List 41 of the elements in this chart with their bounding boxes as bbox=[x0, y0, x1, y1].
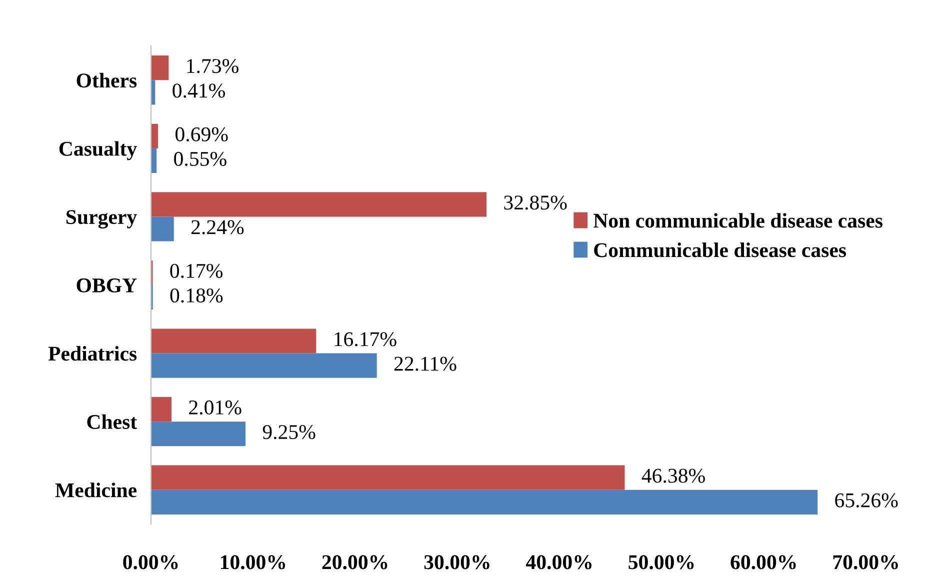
bar bbox=[151, 422, 246, 446]
bar bbox=[151, 328, 316, 354]
y-tick-label: Others bbox=[76, 72, 137, 88]
y-tick-label: Pediatrics bbox=[48, 346, 137, 361]
bar bbox=[151, 353, 377, 378]
data-label: 32.85% bbox=[504, 196, 567, 210]
data-label: 46.38% bbox=[642, 468, 705, 483]
x-tick-label: 30.00% bbox=[424, 555, 490, 570]
y-tick-label: Surgery bbox=[66, 210, 137, 228]
x-tick-label: 10.00% bbox=[220, 555, 286, 570]
data-label: 0.55% bbox=[174, 152, 226, 166]
data-label: 65.26% bbox=[835, 493, 898, 508]
data-label: 2.24% bbox=[191, 220, 244, 234]
x-tick-label: 60.00% bbox=[730, 555, 796, 570]
bar bbox=[151, 192, 487, 217]
data-label: 9.25% bbox=[262, 425, 316, 440]
bar bbox=[151, 490, 818, 514]
bar bbox=[151, 465, 625, 490]
bar bbox=[151, 56, 169, 80]
x-tick-label: 70.00% bbox=[833, 555, 898, 570]
bar bbox=[151, 216, 174, 242]
data-label: 0.18% bbox=[170, 288, 223, 303]
x-tick-label: 40.00% bbox=[526, 555, 592, 570]
y-tick-label: Medicine bbox=[55, 482, 137, 498]
data-label: 16.17% bbox=[334, 332, 396, 346]
legend-label: Non communicable disease cases bbox=[593, 213, 882, 228]
data-label: 0.69% bbox=[176, 127, 228, 142]
y-tick-label: Chest bbox=[87, 414, 138, 430]
bar bbox=[151, 124, 158, 148]
x-tick-label: 20.00% bbox=[322, 555, 388, 570]
legend-label: Communicable disease cases bbox=[594, 242, 846, 258]
data-label: 1.73% bbox=[187, 59, 238, 74]
data-label: 2.01% bbox=[189, 400, 242, 415]
bar bbox=[151, 396, 172, 422]
x-tick-label: 0.00% bbox=[123, 555, 178, 570]
x-tick-label: 50.00% bbox=[628, 555, 694, 570]
data-label: 0.17% bbox=[170, 264, 223, 278]
data-label: 22.11% bbox=[394, 356, 456, 371]
data-label: 0.41% bbox=[172, 84, 225, 98]
y-tick-label: Casualty bbox=[59, 141, 137, 160]
y-tick-label: OBGY bbox=[76, 278, 137, 292]
